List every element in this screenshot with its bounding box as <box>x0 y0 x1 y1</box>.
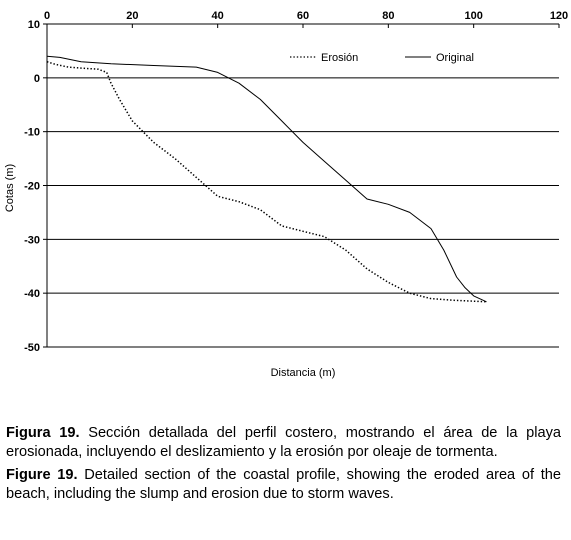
series-line-erosi-n <box>46 60 487 303</box>
caption-spanish-text: Sección detallada del perfil costero, mo… <box>6 425 561 460</box>
x-tick-label-4: 80 <box>382 10 394 22</box>
x-tick-label-6: 120 <box>550 10 568 22</box>
caption-english: Figure 19. Detailed section of the coast… <box>6 466 561 504</box>
y-tick-label-0: 10 <box>28 19 40 31</box>
x-tick-labels: 0 20 40 60 80 100 120 <box>44 10 568 22</box>
y-tick-label-4: -30 <box>24 234 40 246</box>
series-lines <box>46 55 487 303</box>
x-axis-title: Distancia (m) <box>271 367 336 379</box>
profile-chart: 0 20 40 60 80 100 120 100-10-20-30-40-50 Erosi… <box>4 10 568 379</box>
legend-label-erosion: Erosión <box>321 52 358 64</box>
x-tick-label-1: 20 <box>126 10 138 22</box>
y-tick-label-1: 0 <box>34 73 40 85</box>
caption-english-label: Figure 19. <box>6 467 78 483</box>
y-axis-title: Cotas (m) <box>4 164 16 212</box>
axes <box>43 23 560 348</box>
y-tick-label-3: -20 <box>24 181 40 193</box>
caption-spanish: Figura 19. Sección detallada del perfil … <box>6 424 561 462</box>
x-tick-label-2: 40 <box>212 10 224 22</box>
y-tick-label-5: -40 <box>24 288 40 300</box>
legend: Erosión Original <box>290 52 474 64</box>
caption-spanish-label: Figura 19. <box>6 425 80 441</box>
x-tick-label-5: 100 <box>464 10 482 22</box>
x-tick-label-0: 0 <box>44 10 50 22</box>
series-line-original <box>46 55 487 303</box>
y-tick-label-2: -10 <box>24 127 40 139</box>
x-tick-label-3: 60 <box>297 10 309 22</box>
y-tick-label-6: -50 <box>24 342 40 354</box>
legend-label-original: Original <box>436 52 474 64</box>
figure-captions: Figura 19. Sección detallada del perfil … <box>6 424 561 508</box>
y-tick-labels: 10 0 -10 -20 -30 -40 -50 <box>24 19 40 354</box>
caption-english-text: Detailed section of the coastal profile,… <box>6 467 562 502</box>
